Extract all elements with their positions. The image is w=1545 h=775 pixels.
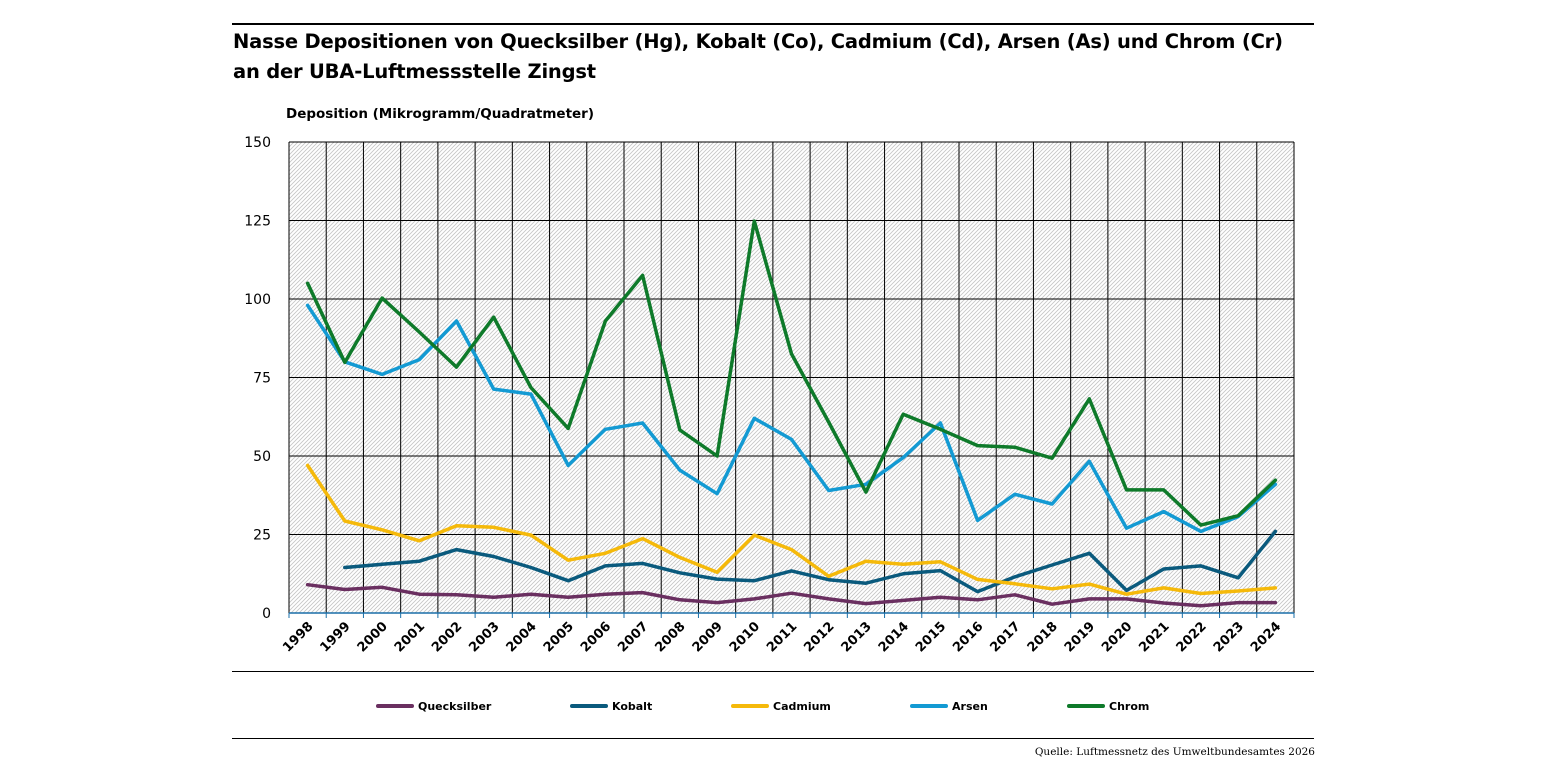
legend-swatch-kobalt [570,704,608,708]
x-tick-label: 2007 [615,619,651,655]
legend: Quecksilber Kobalt Cadmium Arsen Chrom [0,696,1545,716]
x-tick-label: 2016 [950,619,986,655]
legend-swatch-arsen [910,704,948,708]
y-tick-labels: 0 25 50 75 100 125 150 [244,135,271,622]
legend-item-quecksilber: Quecksilber [376,696,491,716]
x-tick-label: 2014 [876,619,912,655]
x-tick-label: 2015 [913,619,949,655]
y-tick-label: 75 [253,371,271,387]
legend-label-cadmium: Cadmium [773,699,831,713]
y-tick-label: 0 [262,606,271,622]
legend-item-cadmium: Cadmium [731,696,831,716]
x-tick-label: 2020 [1099,619,1135,655]
x-tick-label: 2023 [1211,619,1247,655]
x-tick-label: 2022 [1174,619,1210,655]
series-line-chrom [305,219,1278,527]
x-tick-label: 1998 [280,619,316,655]
x-tick-label: 2008 [652,619,688,655]
axes [288,612,1295,618]
legend-swatch-cadmium [731,704,769,708]
series-line-quecksilber [305,582,1278,608]
y-tick-label: 50 [253,449,271,465]
series-line-arsen [305,303,1278,534]
y-tick-label: 100 [244,292,271,308]
x-tick-label: 2011 [764,619,800,655]
x-tick-label: 2018 [1025,619,1061,655]
y-tick-label: 125 [244,214,271,230]
y-tick-label: 25 [253,528,271,544]
x-tick-label: 2013 [839,619,875,655]
x-tick-label: 2024 [1248,619,1284,655]
series-line-kobalt [343,529,1278,594]
x-tick-label: 2017 [987,619,1023,655]
legend-item-chrom: Chrom [1067,696,1149,716]
top-rule [232,23,1314,25]
x-tick-label: 2021 [1136,619,1172,655]
legend-label-arsen: Arsen [952,699,988,713]
legend-label-chrom: Chrom [1109,699,1150,713]
bottom-rule [232,738,1314,739]
x-tick-label: 2001 [392,619,428,655]
x-tick-label: 2009 [690,619,726,655]
series-line-cadmium [305,463,1278,596]
y-tick-label: 150 [244,135,271,151]
x-tick-label: 2019 [1062,619,1098,655]
x-tick-label: 2005 [541,619,577,655]
x-tick-label: 2006 [578,619,614,655]
chart-title: Nasse Depositionen von Quecksilber (Hg),… [233,30,1283,83]
legend-top-rule [232,671,1314,672]
legend-swatch-chrom [1067,704,1105,708]
source-note: Quelle: Luftmessnetz des Umweltbundesamt… [1034,746,1315,758]
x-tick-labels: 1998 1999 2000 2001 2002 2003 2004 2005 2006 2007… [280,619,1284,655]
legend-item-arsen: Arsen [910,696,988,716]
y-axis-label: Deposition (Mikrogramm/Quadratmeter) [286,106,595,122]
legend-item-kobalt: Kobalt [570,696,652,716]
legend-label-quecksilber: Quecksilber [418,699,492,713]
x-tick-label: 2003 [466,619,502,655]
x-tick-label: 2010 [727,619,763,655]
x-tick-label: 2000 [355,619,391,655]
x-tick-label: 1999 [317,619,353,655]
legend-label-kobalt: Kobalt [612,699,653,713]
legend-swatch-quecksilber [376,704,414,708]
x-tick-label: 2012 [801,619,837,655]
x-tick-label: 2002 [429,619,465,655]
series-lines [305,219,1278,608]
x-tick-label: 2004 [504,619,540,655]
